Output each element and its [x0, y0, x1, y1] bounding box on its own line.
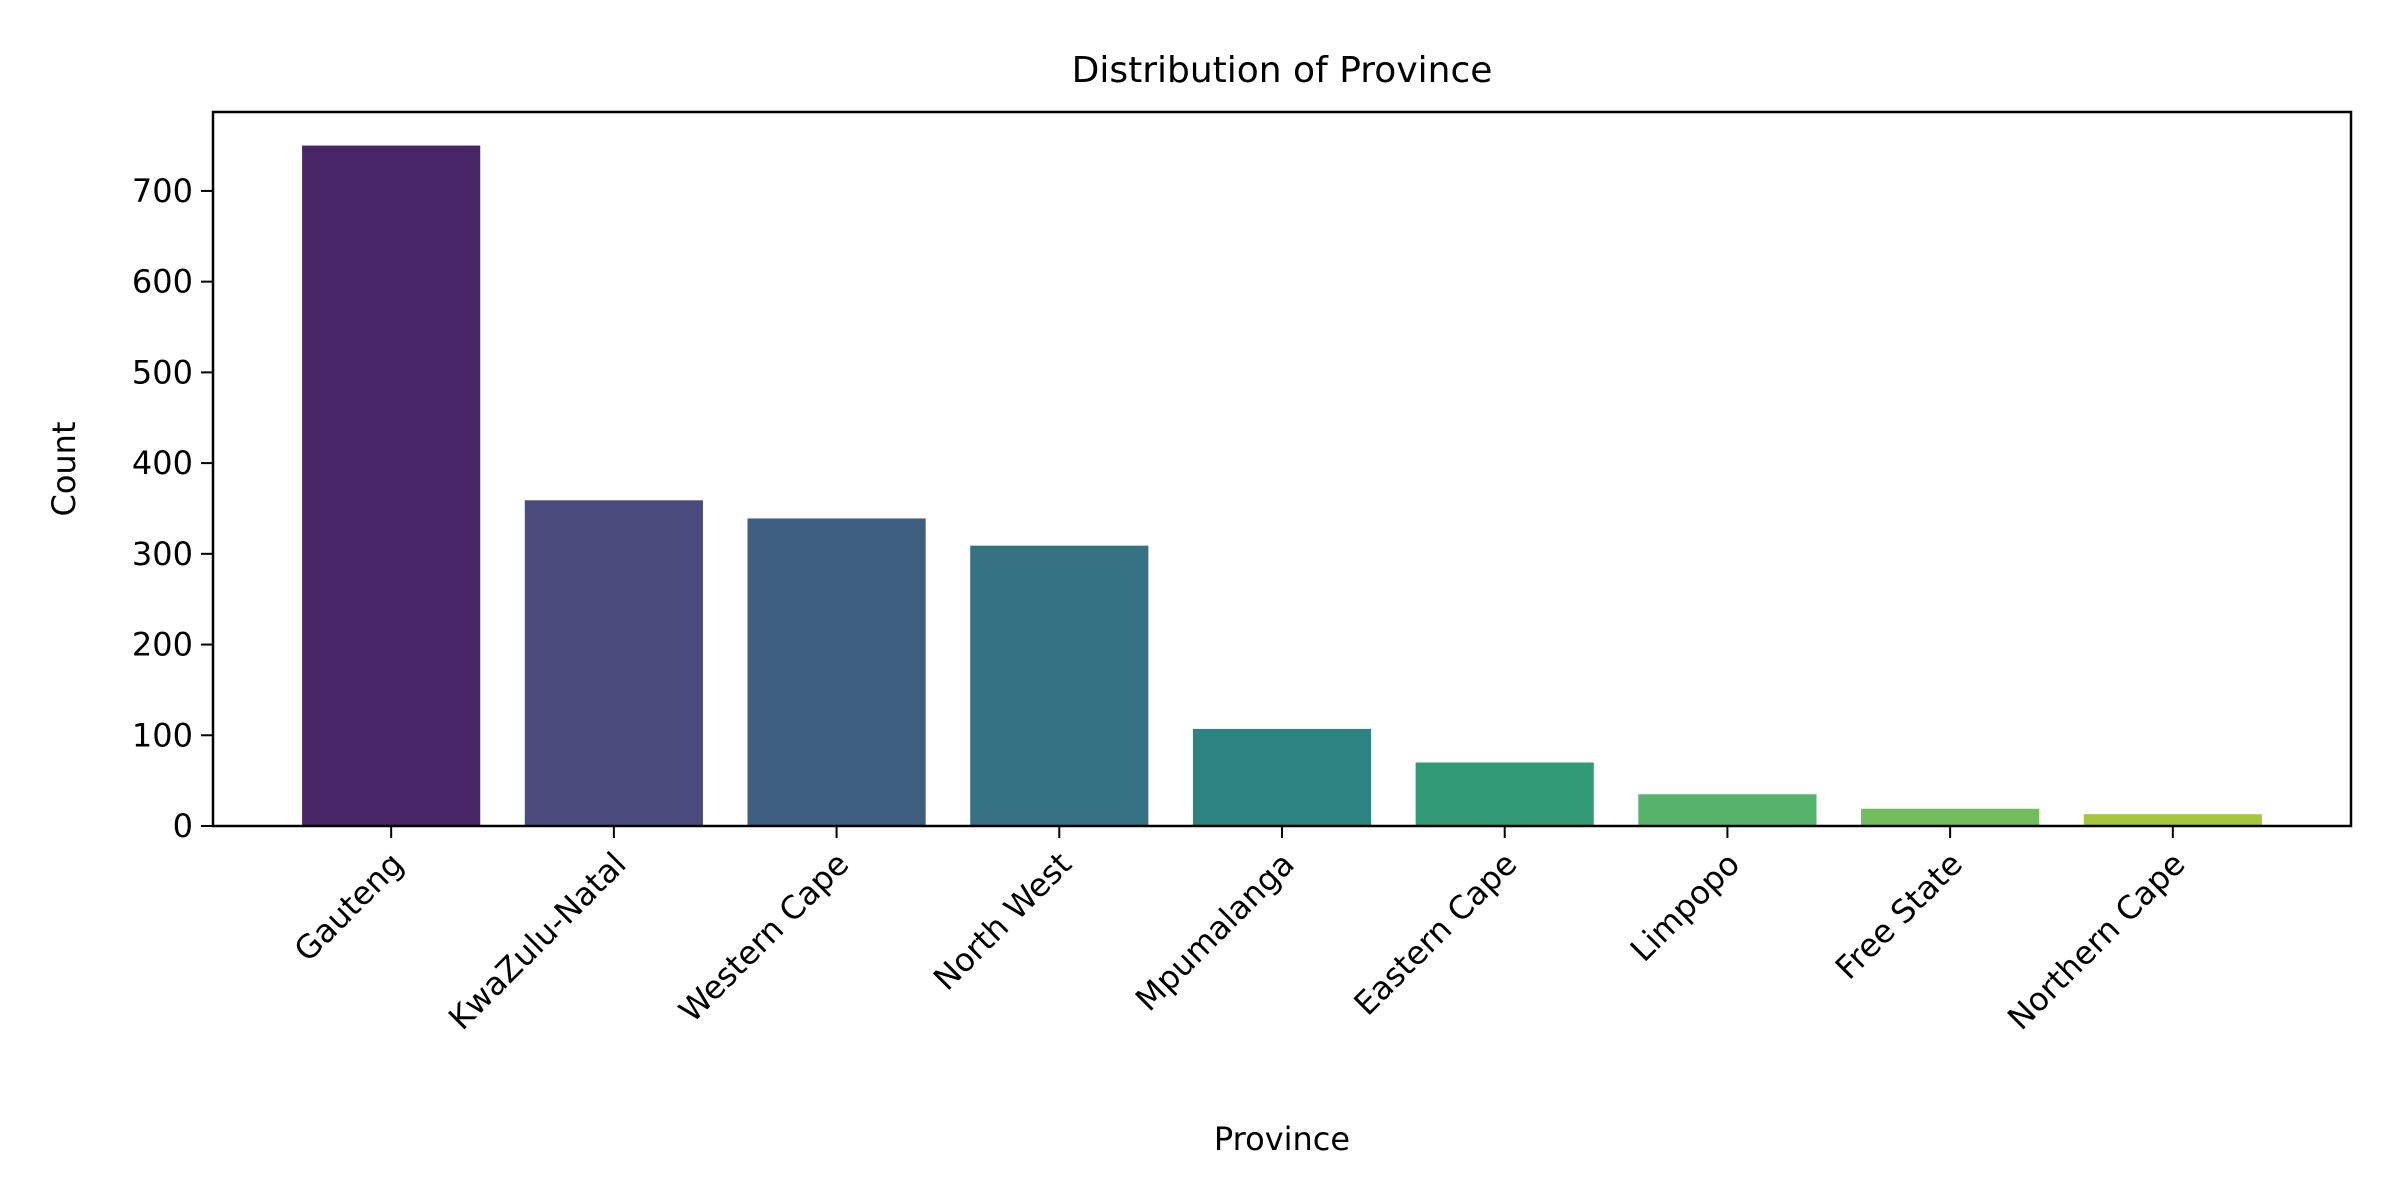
bar-north-west	[970, 545, 1149, 826]
y-tick-label: 200	[132, 626, 193, 664]
y-axis-label: Count	[45, 421, 83, 516]
x-axis-label: Province	[1214, 1120, 1350, 1158]
bar-free-state	[1861, 808, 2040, 826]
x-tick-label-free-state: Free State	[1828, 845, 1970, 987]
bars-layer	[302, 145, 2262, 826]
y-axis: 0 100 200 300 400 500 600 700	[132, 172, 213, 845]
x-tick-label-north-west: North West	[926, 845, 1079, 998]
x-tick-label-gauteng: Gauteng	[287, 845, 411, 969]
bar-western-cape	[747, 518, 926, 826]
y-tick-label: 300	[132, 535, 193, 573]
bar-eastern-cape	[1415, 762, 1594, 826]
bar-northern-cape	[2083, 814, 2262, 826]
bar-mpumalanga	[1192, 728, 1372, 826]
y-tick-label: 700	[132, 172, 193, 210]
bar-gauteng	[302, 145, 481, 826]
x-tick-label-northern-cape: Northern Cape	[2000, 845, 2192, 1037]
x-tick-label-limpopo: Limpopo	[1623, 845, 1747, 969]
x-tick-label-eastern-cape: Eastern Cape	[1346, 845, 1524, 1023]
x-axis: Gauteng KwaZulu-Natal Western Cape North We…	[287, 826, 2192, 1038]
y-tick-label: 600	[132, 263, 193, 301]
y-tick-label: 400	[132, 444, 193, 482]
bar-limpopo	[1638, 794, 1817, 826]
y-tick-label: 0	[173, 807, 193, 845]
plot-frame	[211, 110, 2353, 828]
y-tick-label: 500	[132, 353, 193, 391]
y-tick-label: 100	[132, 716, 193, 754]
x-tick-label-kwazulu-natal: KwaZulu-Natal	[441, 845, 634, 1038]
x-tick-label-western-cape: Western Cape	[671, 845, 856, 1030]
bar-kwazulu-natal	[524, 500, 703, 826]
x-tick-label-mpumalanga: Mpumalanga	[1128, 845, 1302, 1019]
chart-title: Distribution of Province	[1072, 50, 1493, 91]
